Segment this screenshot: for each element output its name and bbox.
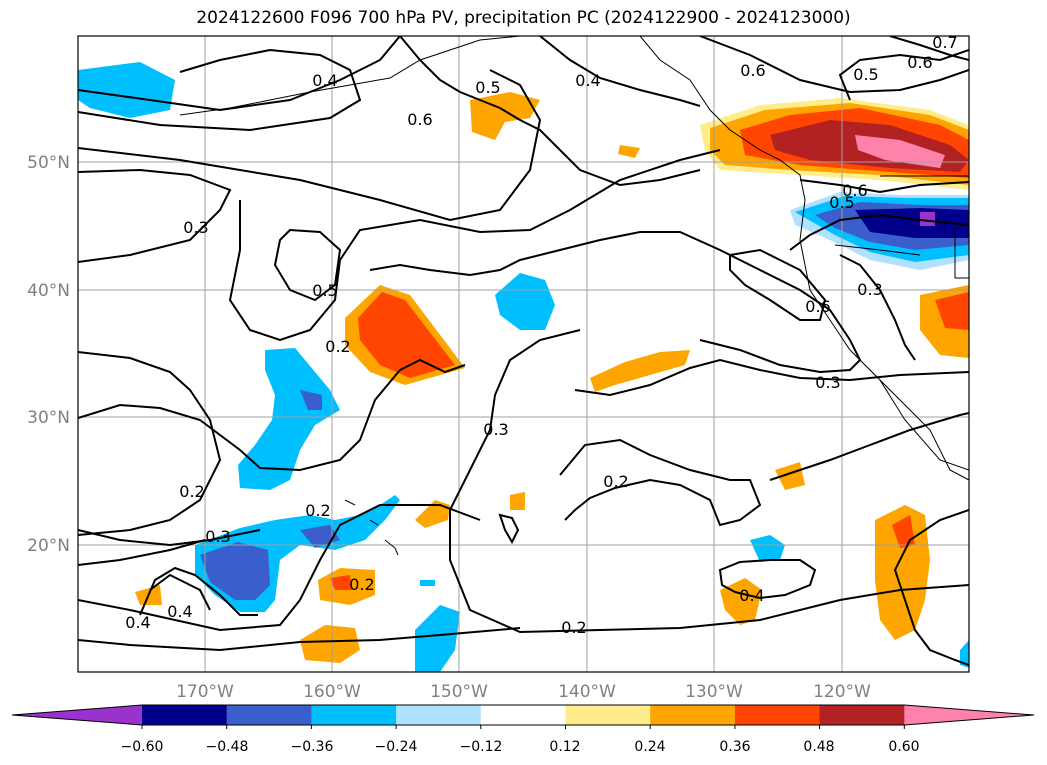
colorbar-tick-label: 0.48 — [803, 739, 834, 755]
colorbar-tick-label: −0.60 — [121, 739, 164, 755]
contour-label: 0.6 — [407, 110, 432, 129]
lat-label: 20°N — [27, 536, 70, 556]
colorbar-tick-label: −0.24 — [375, 739, 418, 755]
colorbar-swatch — [396, 705, 482, 725]
contour-label: 0.7 — [932, 33, 957, 52]
contour-label: 0.2 — [179, 482, 204, 501]
shade-blue-165w — [238, 348, 340, 490]
lat-label: 40°N — [27, 281, 70, 301]
colorbar-swatch — [311, 705, 397, 725]
shade-orange-se — [875, 505, 930, 640]
colorbar-extend-low — [12, 705, 142, 725]
contour-label: 0.5 — [475, 78, 500, 97]
shade-pnw-pink — [855, 135, 945, 168]
colorbar: −0.60 −0.48 −0.36 −0.24 −0.12 0.12 0.24 … — [11, 704, 1035, 755]
lon-label: 150°W — [430, 682, 488, 702]
contour-label: 0.5 — [829, 193, 854, 212]
shade-red-cell — [358, 292, 455, 378]
contour-label: 0.4 — [575, 71, 600, 90]
latitude-labels: 50°N 40°N 30°N 20°N — [27, 153, 70, 556]
contour-label: 0.2 — [561, 618, 586, 637]
shade-royal-sw — [200, 542, 270, 600]
colorbar-swatch — [565, 705, 651, 725]
colorbar-swatch — [226, 705, 312, 725]
map-title: 2024122600 F096 700 hPa PV, precipitatio… — [196, 8, 851, 28]
colorbar-tick-label: −0.36 — [291, 739, 334, 755]
lat-label: 50°N — [27, 153, 70, 173]
contour-label: 0.5 — [312, 281, 337, 300]
lon-label: 120°W — [813, 682, 871, 702]
contour-label: 0.3 — [857, 280, 882, 299]
contour-label-group: 0.4 0.5 0.6 0.6 0.5 0.6 0.7 0.3 0.5 0.4 … — [125, 33, 957, 637]
contour-label: 0.4 — [312, 71, 337, 90]
longitude-labels: 170°W 160°W 150°W 140°W 130°W 120°W — [176, 682, 871, 702]
pv-contours — [78, 36, 969, 666]
contour-label: 0.4 — [125, 613, 150, 632]
contour-label: 0.6 — [907, 53, 932, 72]
colorbar-tick-label: 0.12 — [549, 739, 580, 755]
colorbar-tick-label: 0.36 — [719, 739, 750, 755]
precip-shading — [78, 62, 969, 672]
lon-label: 160°W — [303, 682, 361, 702]
map-frame — [77, 35, 970, 673]
contour-label: 0.3 — [183, 218, 208, 237]
colorbar-tick-label: −0.12 — [460, 739, 503, 755]
map-gridlines — [78, 36, 969, 672]
contour-label: 0.3 — [205, 527, 230, 546]
shade-blue-nw — [78, 62, 175, 118]
contour-label: 0.3 — [815, 373, 840, 392]
contour-label: 0.2 — [305, 501, 330, 520]
colorbar-swatch — [142, 705, 228, 725]
shade-blue-145w — [495, 273, 555, 330]
contour-label: 0.3 — [483, 420, 508, 439]
contour-label: 0.5 — [853, 65, 878, 84]
contour-label: 0.6 — [805, 297, 830, 316]
contour-label: 0.2 — [325, 337, 350, 356]
lon-label: 140°W — [558, 682, 616, 702]
colorbar-tick-label: −0.48 — [206, 739, 249, 755]
lon-label: 170°W — [176, 682, 234, 702]
colorbar-swatch — [650, 705, 736, 725]
contour-label: 0.6 — [740, 61, 765, 80]
colorbar-swatch — [480, 705, 566, 725]
colorbar-swatch — [734, 705, 821, 725]
colorbar-tick-label: 0.24 — [634, 739, 665, 755]
contour-label: 0.4 — [167, 602, 192, 621]
contour-label: 0.2 — [349, 575, 374, 594]
colorbar-tick-label: 0.60 — [888, 739, 919, 755]
contour-label: 0.6 — [842, 181, 867, 200]
lat-label: 30°N — [27, 408, 70, 428]
shade-orange-135w — [590, 350, 690, 392]
colorbar-extend-high — [904, 705, 1034, 725]
coastlines — [179, 36, 969, 556]
contour-label: 0.4 — [739, 586, 764, 605]
contour-label: 0.2 — [603, 472, 628, 491]
lon-label: 130°W — [685, 682, 743, 702]
colorbar-swatch — [819, 705, 905, 725]
